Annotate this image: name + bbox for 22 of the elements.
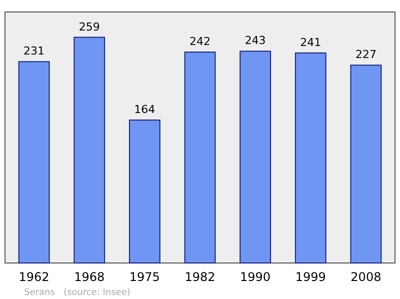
data-label: 164 — [134, 103, 156, 116]
bar — [350, 64, 382, 264]
data-label: 243 — [244, 34, 266, 48]
bar — [18, 61, 50, 264]
data-label: 242 — [190, 35, 210, 48]
data-label: 227 — [355, 48, 376, 62]
data-label: 241 — [300, 36, 322, 49]
x-tick-label: 1962 — [18, 270, 50, 284]
text: Serans (source: Insee) — [24, 288, 130, 298]
x-tick-label: 1990 — [240, 270, 271, 284]
x-tick-label: 1968 — [74, 270, 105, 284]
x-tick-label: 1982 — [184, 270, 216, 284]
data-label: 231 — [24, 44, 45, 58]
x-tick-label: 1999 — [295, 270, 326, 284]
bar — [74, 36, 106, 264]
bar — [128, 120, 160, 264]
data-label: 259 — [78, 20, 100, 34]
x-tick-label: 2008 — [350, 270, 382, 284]
bar — [240, 50, 272, 264]
bar — [184, 52, 216, 264]
bar — [294, 52, 326, 264]
x-tick-label: 1975 — [129, 270, 160, 284]
